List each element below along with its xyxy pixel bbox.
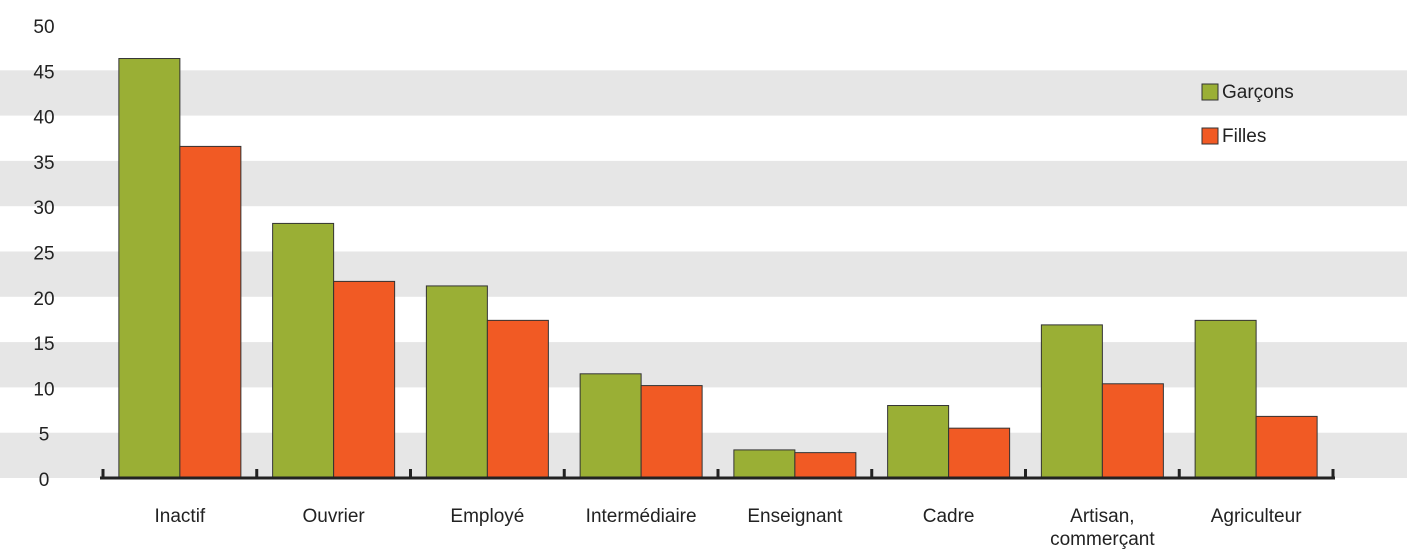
x-tick-label: Artisan, commerçant xyxy=(1050,506,1155,550)
legend-swatch xyxy=(1201,83,1219,101)
bar xyxy=(640,385,703,479)
bar xyxy=(733,449,796,479)
y-tick-label: 40 xyxy=(33,108,54,129)
y-tick-label: 5 xyxy=(39,425,50,446)
y-tick-label: 10 xyxy=(33,379,54,400)
x-tick-label: Ouvrier xyxy=(302,506,365,527)
legend-label: Garçons xyxy=(1222,82,1294,103)
bar xyxy=(887,405,950,479)
bar xyxy=(1194,319,1257,479)
bar xyxy=(1101,383,1164,479)
x-tick-label: Employé xyxy=(450,506,525,527)
bar xyxy=(486,319,549,479)
bar xyxy=(794,452,857,479)
x-tick-label: Intermédiaire xyxy=(585,506,697,527)
y-tick-label: 0 xyxy=(39,470,50,491)
bar xyxy=(118,58,181,479)
bar xyxy=(1040,324,1103,479)
x-tick-label: Enseignant xyxy=(747,506,843,527)
legend-label: Filles xyxy=(1222,126,1266,147)
x-tick-label: Cadre xyxy=(922,506,975,527)
bar xyxy=(179,145,242,479)
bar xyxy=(1255,415,1318,479)
y-tick-label: 15 xyxy=(33,334,54,355)
y-tick-label: 30 xyxy=(33,198,54,219)
bar xyxy=(579,373,642,479)
x-tick-label: Inactif xyxy=(154,506,206,527)
legend-swatch xyxy=(1201,127,1219,145)
bar xyxy=(272,222,335,479)
y-tick-label: 35 xyxy=(33,153,54,174)
bar xyxy=(333,280,396,479)
y-tick-label: 45 xyxy=(33,62,54,83)
y-tick-label: 25 xyxy=(33,244,54,265)
x-tick-label: Agriculteur xyxy=(1210,506,1302,527)
bar xyxy=(948,427,1011,479)
y-tick-label: 20 xyxy=(33,289,54,310)
bar xyxy=(425,285,488,479)
y-tick-label: 50 xyxy=(33,17,54,38)
grid-band xyxy=(0,70,1407,116)
